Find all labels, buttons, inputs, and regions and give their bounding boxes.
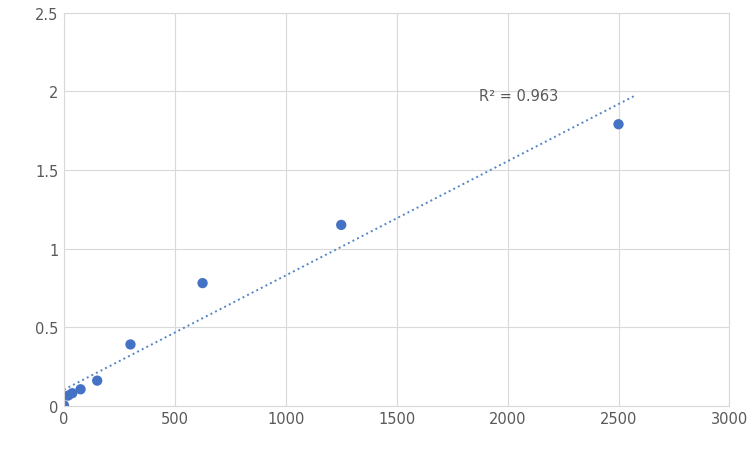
Point	[62, 392, 74, 399]
Point	[91, 377, 103, 384]
Point	[124, 341, 136, 348]
Point	[58, 402, 70, 409]
Point	[66, 390, 78, 397]
Point	[74, 386, 86, 393]
Text: R² = 0.963: R² = 0.963	[479, 88, 558, 103]
Point	[335, 222, 347, 229]
Point	[196, 280, 208, 287]
Point	[612, 121, 624, 129]
